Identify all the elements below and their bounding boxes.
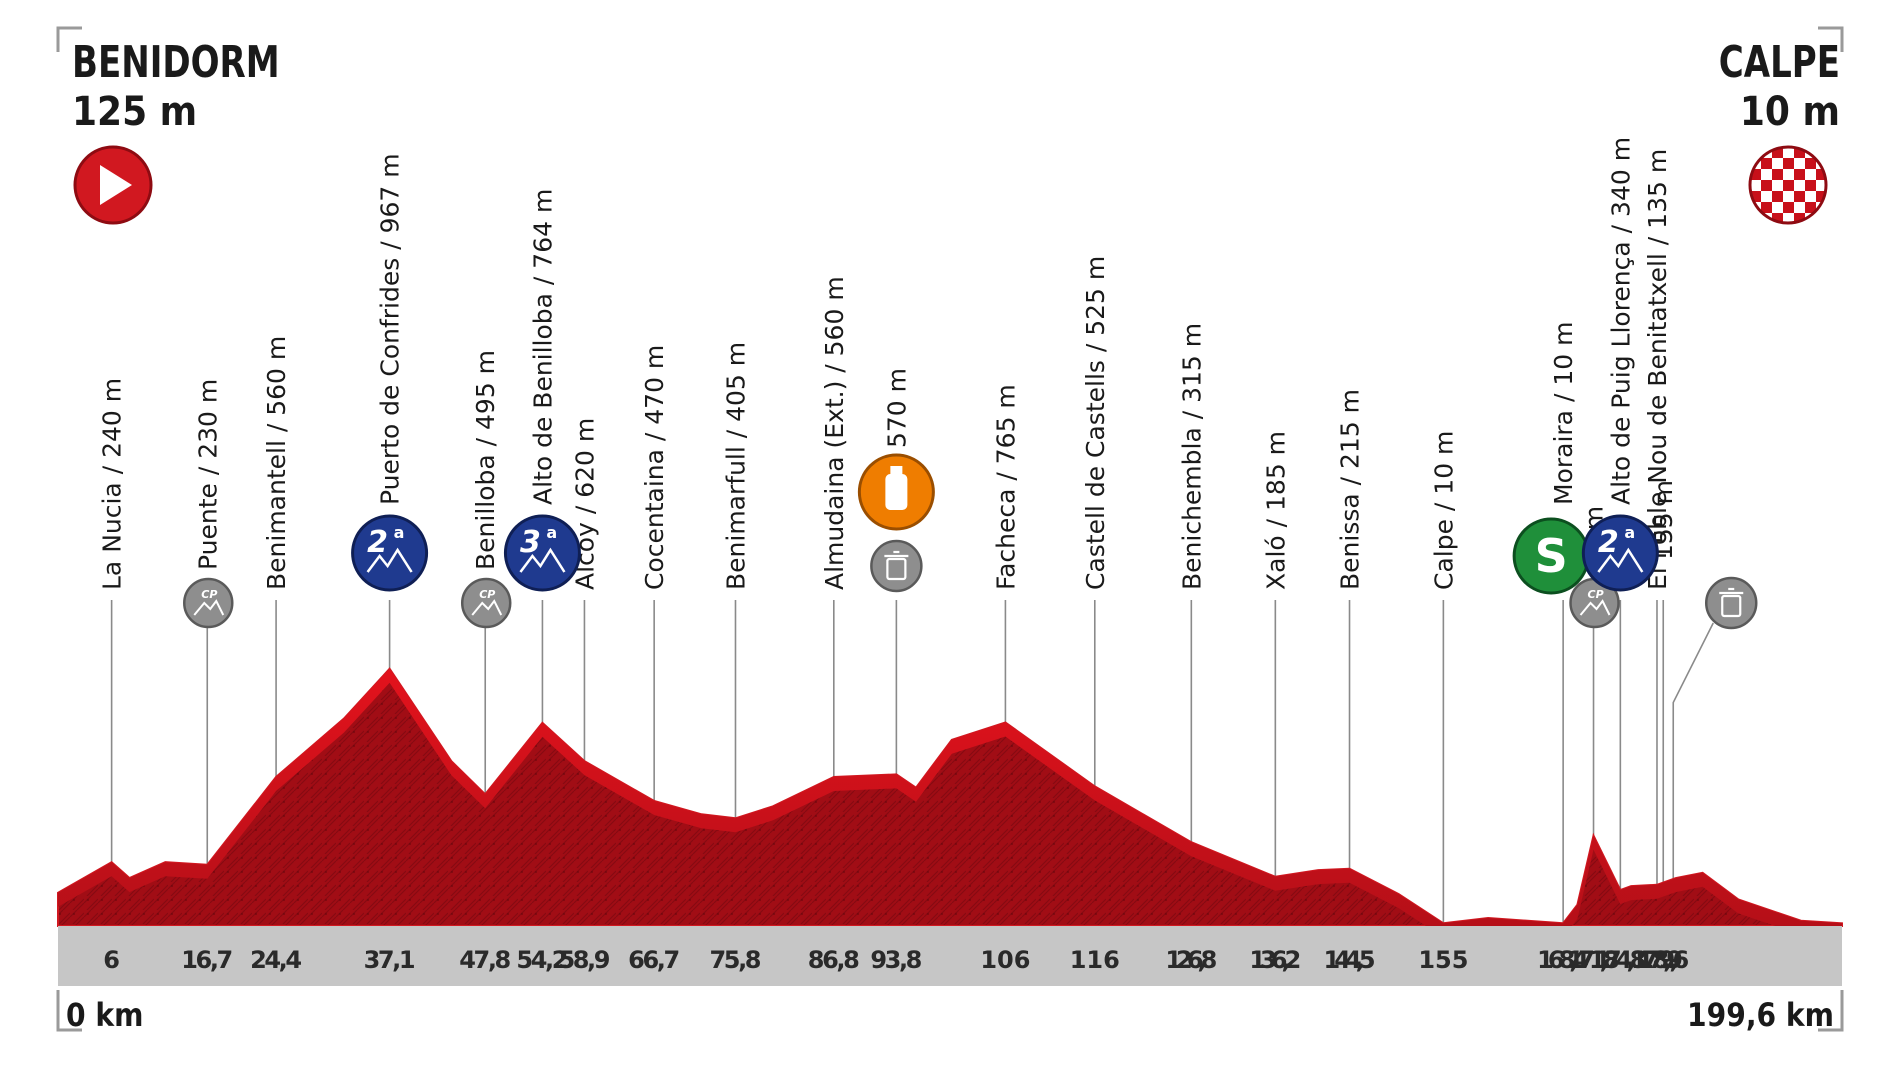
point-labels: La Nucia / 240 m Puente / 230 m Benimantel… xyxy=(98,137,1679,590)
climb-category-number: 3 xyxy=(520,525,541,560)
km-tick-label: 24,4 xyxy=(250,946,302,974)
km-tick-label: 116 xyxy=(1070,946,1120,974)
climb-category-suffix: a xyxy=(546,523,557,542)
km-tick-label: 106 xyxy=(980,946,1030,974)
km-tick-label: 66,7 xyxy=(628,946,680,974)
km-tick-label: 86,8 xyxy=(808,946,860,974)
point-label: Cocentaina / 470 m xyxy=(640,345,669,590)
point-label: Benimarfull / 405 m xyxy=(721,342,750,590)
control-point-glyph: CP xyxy=(479,588,495,601)
control-point-icon: CP xyxy=(183,577,234,629)
point-label: 570 m xyxy=(882,368,911,448)
point-label: Benilloba / 495 m xyxy=(471,350,500,570)
climb-category-number: 2 xyxy=(1598,525,1619,560)
frame-corner-bl xyxy=(56,990,82,1032)
km-tick-label: 54,2 xyxy=(516,946,568,974)
point-label: Puente / 230 m xyxy=(193,379,222,570)
feed-zone-bottle-icon xyxy=(857,453,935,531)
finish-town: CALPE xyxy=(1718,37,1840,88)
point-label: Alto de Benilloba / 764 m xyxy=(528,189,557,505)
frame-corner-tl xyxy=(56,26,82,52)
profile-area xyxy=(57,667,1843,927)
km-tick-label: 168,4 xyxy=(1537,946,1589,974)
point-label: Benimantell / 560 m xyxy=(262,336,291,590)
climb-category-suffix: a xyxy=(1624,523,1635,542)
distance-start-label: 0 km xyxy=(66,996,144,1034)
km-tick-label: 58,9 xyxy=(558,946,610,974)
control-point-icon: CP xyxy=(460,577,512,629)
km-tick-label: 75,8 xyxy=(709,946,761,974)
control-point-icon: CP xyxy=(1569,577,1620,629)
start-town: BENIDORM xyxy=(72,37,280,88)
finish-info: CALPE 10 m xyxy=(1699,38,1840,136)
climb-category-suffix: a xyxy=(394,523,405,542)
km-tick-label: 16,7 xyxy=(181,946,233,974)
waste-zone-bin-icon xyxy=(1704,576,1758,630)
waste-zone-bin-icon xyxy=(870,539,923,593)
distance-end-label: 199,6 km xyxy=(1687,996,1834,1034)
elevation-profile xyxy=(57,667,1843,938)
start-info: BENIDORM 125 m xyxy=(72,38,313,136)
point-label: Puerto de Confrides / 967 m xyxy=(376,153,405,505)
point-label: Calpe / 10 m xyxy=(1429,431,1458,590)
point-label: Benichembla / 315 m xyxy=(1177,323,1206,590)
sprint-letter: S xyxy=(1535,529,1568,583)
start-altitude: 125 m xyxy=(72,89,198,135)
distance-axis-band xyxy=(58,926,1842,986)
km-tick-label: 47,8 xyxy=(459,946,511,974)
point-label: Castell de Castells / 525 m xyxy=(1081,256,1110,590)
km-tick-label: 178,9 xyxy=(1631,946,1683,974)
km-tick-label: 155 xyxy=(1418,946,1468,974)
point-label: Benissa / 215 m xyxy=(1336,389,1365,590)
point-label: Almudaina (Ext.) / 560 m xyxy=(820,276,849,590)
km-tick-label: 171,8 xyxy=(1568,946,1620,974)
control-point-glyph: CP xyxy=(1588,588,1604,601)
km-tick-label: 174,8 xyxy=(1594,946,1646,974)
point-label: Moraira / 10 m xyxy=(1549,322,1578,505)
km-tick-labels: 6 16,7 24,4 37,1 47,8 54,258,9 66,7 75,8 86,8 93,… xyxy=(103,946,1689,974)
start-arrow-icon xyxy=(73,145,153,225)
point-label: El Poble Nou de Benitatxell / 135 m xyxy=(1643,149,1672,590)
leader-lines xyxy=(110,600,1714,924)
point-label: Alto de Puig Llorença / 340 m xyxy=(1606,137,1635,505)
km-tick-label: 6 xyxy=(103,946,120,974)
frame-corner-br xyxy=(1818,990,1844,1032)
control-point-glyph: CP xyxy=(201,588,217,601)
km-tick-label: 37,1 xyxy=(364,946,416,974)
climb-category-number: 2 xyxy=(367,525,388,560)
km-tick-label: 126,8 xyxy=(1165,946,1217,974)
point-label: Facheca / 765 m xyxy=(991,384,1020,590)
km-tick-label: 93,8 xyxy=(870,946,922,974)
finish-altitude: 10 m xyxy=(1739,89,1840,135)
finish-checkered-flag-icon xyxy=(1748,145,1828,225)
km-tick-label: 144,5 xyxy=(1324,946,1376,974)
point-label: Xaló / 185 m xyxy=(1261,431,1290,590)
point-label: La Nucia / 240 m xyxy=(98,378,127,590)
frame-corner-tr xyxy=(1818,26,1844,52)
km-tick-label: 136,2 xyxy=(1249,946,1301,974)
km-tick-label: 179,6 xyxy=(1637,946,1689,974)
intermediate-sprint-icon: S xyxy=(1512,517,1590,595)
